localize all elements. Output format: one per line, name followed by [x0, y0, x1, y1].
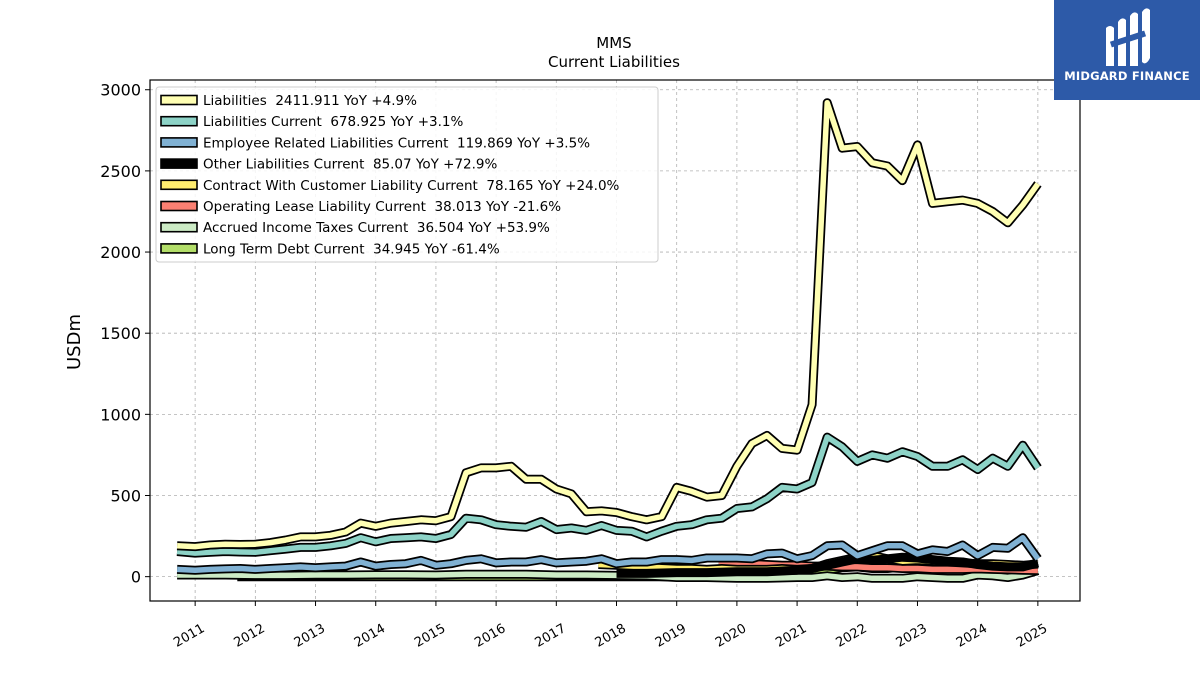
y-tick-label: 0: [131, 568, 141, 587]
legend-label: Operating Lease Liability Current 38.013…: [203, 199, 561, 215]
x-tick-label: 2020: [713, 621, 749, 651]
legend-box: [155, 86, 659, 263]
legend-swatch: [160, 94, 198, 106]
series-6: [177, 566, 1040, 583]
y-tick-label: 500: [110, 487, 141, 506]
legend-label: Long Term Debt Current 34.945 YoY -61.4%: [203, 241, 500, 257]
series-3: [616, 552, 1040, 578]
y-tick-label: 1500: [100, 324, 141, 343]
legend-swatch: [160, 200, 198, 212]
x-tick-label: 2017: [532, 621, 568, 651]
y-tick-label: 2000: [100, 243, 141, 262]
x-tick-label: 2013: [292, 621, 328, 651]
x-tick-label: 2019: [653, 621, 689, 651]
legend-label: Liabilities 2411.911 YoY +4.9%: [203, 93, 417, 109]
y-tick-label: 2500: [100, 162, 141, 181]
x-tick-label: 2014: [352, 621, 388, 651]
brand-logo-text: MIDGARD FINANCE: [1064, 69, 1190, 83]
legend-swatch: [160, 243, 198, 254]
series-line: [177, 567, 1039, 582]
x-tick-label: 2021: [773, 621, 809, 651]
series-layer: [176, 98, 1042, 583]
x-tick-label: 2022: [833, 621, 869, 651]
legend-label: Accrued Income Taxes Current 36.504 YoY …: [203, 220, 550, 236]
legend-swatch: [160, 115, 198, 127]
x-tick-label: 2024: [954, 621, 990, 651]
legend-swatch: [160, 179, 198, 191]
x-tick-label: 2016: [472, 621, 508, 651]
x-tick-label: 2015: [412, 621, 448, 651]
x-tick-label: 2023: [894, 621, 930, 651]
x-tick-label: 2025: [1014, 621, 1050, 651]
series-1: [176, 432, 1042, 558]
series-line: [176, 99, 1041, 550]
series-2: [176, 533, 1042, 575]
legend-swatch: [160, 158, 198, 169]
legend-swatch: [160, 221, 198, 233]
legend-label: Employee Related Liabilities Current 119…: [203, 135, 590, 151]
legend: Liabilities 2411.911 YoY +4.9% Liabilitie…: [155, 86, 659, 263]
series-line: [176, 534, 1041, 573]
legend-label: Contract With Customer Liability Current…: [203, 178, 620, 194]
y-tick-label: 1000: [100, 405, 141, 424]
y-axis-label: USDm: [64, 314, 85, 370]
series-0: [176, 98, 1042, 552]
x-tick-label: 2011: [171, 621, 207, 651]
y-tick-label: 3000: [100, 81, 141, 100]
legend-label: Other Liabilities Current 85.07 YoY +72.…: [203, 157, 498, 173]
chart-title: MMS: [596, 34, 631, 52]
midgard-logo-icon: [1106, 8, 1150, 66]
series-line: [176, 434, 1041, 556]
brand-logo: MIDGARD FINANCE: [1054, 0, 1200, 100]
x-tick-label: 2012: [232, 621, 268, 651]
legend-label: Liabilities Current 678.925 YoY +3.1%: [203, 114, 463, 130]
x-tick-label: 2018: [593, 621, 629, 651]
chart-subtitle: Current Liabilities: [548, 53, 680, 71]
plot-frame: [149, 79, 1081, 602]
legend-swatch: [160, 137, 198, 148]
series-line: [616, 554, 1039, 577]
